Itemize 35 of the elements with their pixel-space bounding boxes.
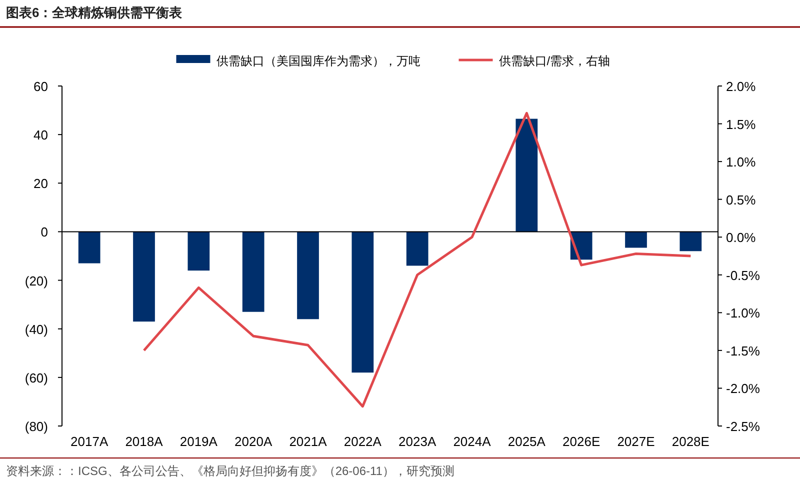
legend-label: 供需缺口/需求，右轴 [498, 54, 610, 68]
y2-tick-label: -1.5% [726, 343, 760, 358]
y2-tick-label: -2.5% [726, 419, 760, 434]
y2-tick-label: 2.0% [726, 79, 756, 94]
y-tick-label: 60 [34, 79, 48, 94]
y2-tick-label: 0.5% [726, 192, 756, 208]
y2-tick-label: -0.5% [726, 268, 760, 283]
x-tick-label: 2023A [398, 434, 436, 449]
x-tick-label: 2017A [70, 434, 108, 449]
y2-tick-label: -2.0% [726, 381, 760, 396]
y2-tick-label: -1.0% [726, 306, 760, 321]
x-tick-label: 2028E [672, 434, 710, 449]
y-tick-label: (40) [24, 322, 48, 337]
x-tick-label: 2019A [180, 434, 218, 449]
x-tick-label: 2024A [453, 434, 492, 449]
y-tick-label: 20 [34, 176, 48, 192]
x-tick-label: 2021A [289, 434, 328, 449]
chart-title: 图表6：全球精炼铜供需平衡表 [6, 5, 184, 20]
x-tick-label: 2027E [617, 434, 656, 449]
x-tick-label: 2020A [234, 434, 272, 449]
x-tick-label: 2025A [508, 434, 546, 449]
legend-label: 供需缺口（美国囤库作为需求），万吨 [216, 54, 420, 68]
y2-tick-label: 0.0% [726, 230, 756, 246]
y-tick-label: (80) [24, 419, 48, 434]
line-series [142, 112, 692, 408]
y-tick-label: 0 [40, 224, 48, 240]
y-tick-label: (60) [24, 370, 48, 386]
y-tick-label: (20) [24, 273, 48, 288]
text: 资料来源：：ICSG、各公司公告、《格局向好但抑扬有度》（26-06-11），研究预测 [6, 464, 454, 478]
y-tick-label: 40 [34, 128, 48, 143]
x-tick-label: 2026E [562, 434, 600, 449]
x-tick-label: 2022A [344, 434, 382, 449]
y2-tick-label: 1.0% [726, 154, 756, 170]
x-tick-label: 2018A [125, 434, 164, 449]
y2-tick-label: 1.5% [726, 116, 756, 132]
